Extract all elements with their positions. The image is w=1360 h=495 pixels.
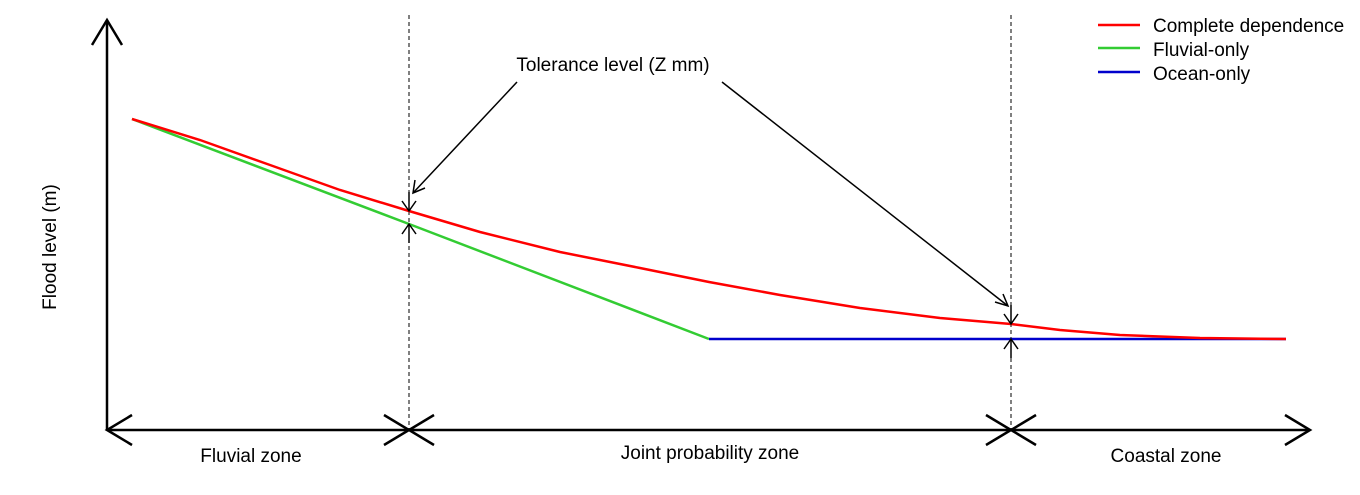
tolerance-arrows-left — [401, 192, 417, 243]
joint-probability-zone-label: Joint probability zone — [621, 443, 800, 464]
legend-label-fluvial-only: Fluvial-only — [1153, 40, 1250, 61]
tolerance-level-label: Tolerance level (Z mm) — [516, 55, 709, 76]
legend: Complete dependence Fluvial-only Ocean-o… — [1098, 16, 1344, 85]
zone-boundaries — [408, 15, 1012, 430]
legend-label-ocean-only: Ocean-only — [1153, 64, 1251, 85]
x-axis-zone-arrows — [104, 413, 1313, 447]
annotation-leaders — [412, 81, 1010, 308]
y-axis — [90, 17, 124, 430]
y-axis-label: Flood level (m) — [40, 184, 61, 310]
tolerance-arrows-right — [1003, 305, 1019, 358]
legend-label-complete-dependence: Complete dependence — [1153, 16, 1344, 37]
complete-dependence-line — [131, 117, 1287, 341]
coastal-zone-label: Coastal zone — [1111, 446, 1222, 467]
fluvial-zone-label: Fluvial zone — [200, 446, 301, 467]
fluvial-only-line — [131, 117, 710, 341]
